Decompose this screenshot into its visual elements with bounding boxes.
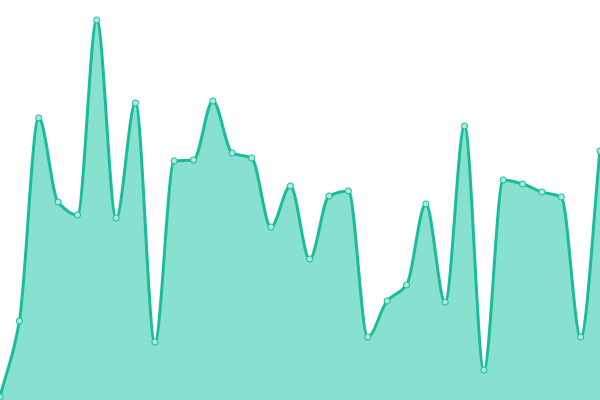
data-point-3 <box>54 198 62 206</box>
data-point-27 <box>519 180 527 188</box>
data-point-29 <box>557 193 565 201</box>
data-point-23 <box>441 298 449 306</box>
data-point-0 <box>0 393 4 400</box>
data-point-9 <box>170 157 178 165</box>
data-point-14 <box>267 223 275 231</box>
data-point-17 <box>325 192 333 200</box>
data-point-30 <box>577 333 585 341</box>
data-point-6 <box>112 214 120 222</box>
data-points <box>0 16 600 400</box>
data-point-31 <box>596 147 600 155</box>
data-point-16 <box>306 255 314 263</box>
data-point-18 <box>344 187 352 195</box>
data-point-26 <box>499 176 507 184</box>
data-point-25 <box>480 366 488 374</box>
data-point-21 <box>402 281 410 289</box>
data-point-28 <box>538 188 546 196</box>
data-point-10 <box>190 156 198 164</box>
data-point-19 <box>364 333 372 341</box>
data-point-20 <box>383 297 391 305</box>
data-point-24 <box>461 122 469 130</box>
data-point-1 <box>15 317 23 325</box>
data-point-22 <box>422 200 430 208</box>
data-point-11 <box>209 97 217 105</box>
data-point-4 <box>73 211 81 219</box>
data-point-7 <box>131 99 139 107</box>
data-point-12 <box>228 149 236 157</box>
data-point-8 <box>151 338 159 346</box>
data-point-2 <box>35 114 43 122</box>
data-point-5 <box>93 16 101 24</box>
data-point-15 <box>286 182 294 190</box>
data-point-13 <box>248 154 256 162</box>
